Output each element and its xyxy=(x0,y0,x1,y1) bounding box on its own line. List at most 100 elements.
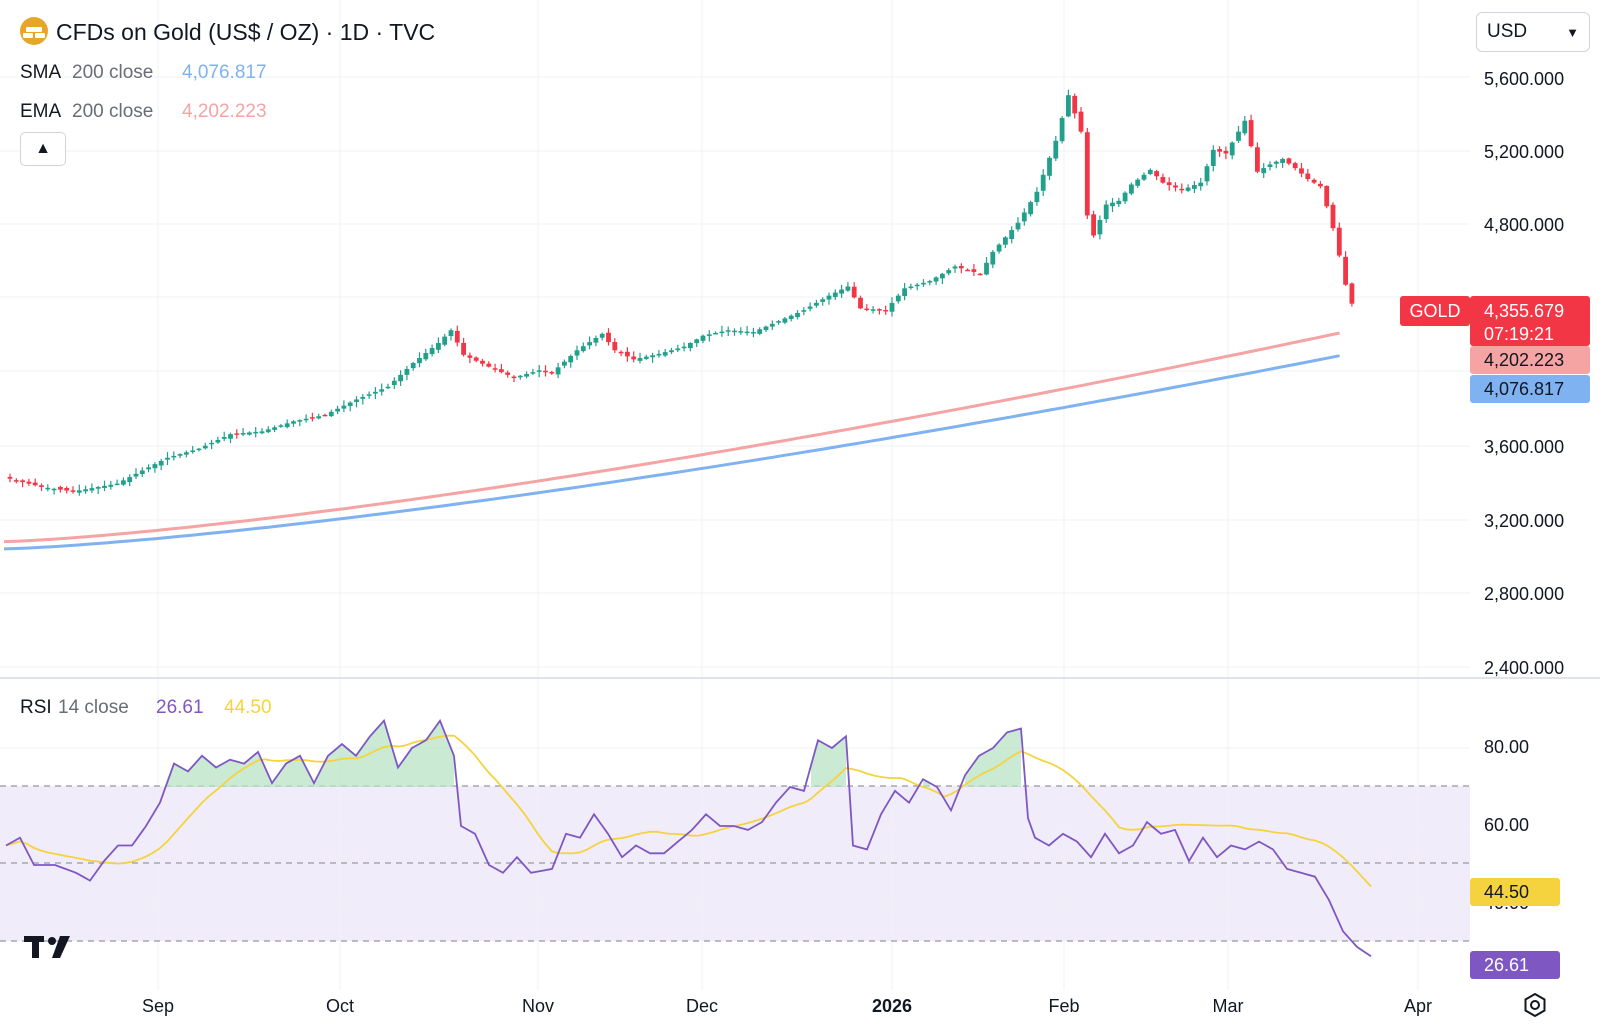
candle[interactable] xyxy=(694,339,700,344)
candle[interactable] xyxy=(473,357,479,361)
candle[interactable] xyxy=(253,431,259,434)
candle[interactable] xyxy=(45,487,51,490)
candle[interactable] xyxy=(757,329,763,334)
candle[interactable] xyxy=(165,457,170,460)
candle[interactable] xyxy=(744,331,750,334)
candle[interactable] xyxy=(1040,174,1046,191)
candle[interactable] xyxy=(133,473,139,477)
candle[interactable] xyxy=(536,370,542,372)
candle[interactable] xyxy=(826,295,832,300)
candle[interactable] xyxy=(486,363,492,367)
candle[interactable] xyxy=(1173,185,1178,188)
candle[interactable] xyxy=(656,353,662,356)
candle[interactable] xyxy=(177,454,183,456)
candle[interactable] xyxy=(562,361,567,366)
candle[interactable] xyxy=(524,373,529,377)
candle[interactable] xyxy=(1047,157,1052,176)
candle[interactable] xyxy=(391,380,397,385)
candle[interactable] xyxy=(1059,117,1065,142)
candle[interactable] xyxy=(933,277,939,282)
candle[interactable] xyxy=(492,368,498,370)
candle[interactable] xyxy=(587,342,592,346)
candle[interactable] xyxy=(820,299,826,302)
candle[interactable] xyxy=(1229,142,1235,156)
candle[interactable] xyxy=(1299,168,1304,174)
candle[interactable] xyxy=(64,487,70,491)
candle[interactable] xyxy=(1078,111,1084,132)
candle[interactable] xyxy=(713,332,718,335)
candle[interactable] xyxy=(417,358,422,364)
candle[interactable] xyxy=(499,369,504,373)
candle[interactable] xyxy=(801,310,807,312)
candle[interactable] xyxy=(977,273,983,276)
candle[interactable] xyxy=(1103,204,1109,220)
candle[interactable] xyxy=(549,372,555,374)
candle[interactable] xyxy=(1198,182,1204,187)
ema-legend-name[interactable]: EMA xyxy=(20,101,62,122)
candle[interactable] xyxy=(347,402,353,406)
candle[interactable] xyxy=(788,315,794,320)
candle[interactable] xyxy=(517,375,523,378)
candle[interactable] xyxy=(1084,132,1090,216)
candle[interactable] xyxy=(996,244,1002,252)
candle[interactable] xyxy=(940,273,945,279)
candle[interactable] xyxy=(719,331,725,334)
candle[interactable] xyxy=(1053,140,1059,159)
candle[interactable] xyxy=(240,432,246,435)
candle[interactable] xyxy=(247,432,252,435)
candle[interactable] xyxy=(1147,169,1153,175)
candle[interactable] xyxy=(1223,150,1229,154)
candle[interactable] xyxy=(971,269,977,272)
candle[interactable] xyxy=(1091,214,1096,236)
candle[interactable] xyxy=(606,332,611,343)
candle[interactable] xyxy=(958,265,964,269)
candle[interactable] xyxy=(39,485,44,487)
candle[interactable] xyxy=(914,284,920,287)
candle[interactable] xyxy=(1192,185,1197,189)
candle[interactable] xyxy=(1330,204,1336,229)
candle[interactable] xyxy=(612,341,618,351)
candle[interactable] xyxy=(221,437,227,439)
candle[interactable] xyxy=(1273,161,1279,164)
candle[interactable] xyxy=(272,427,277,430)
candle[interactable] xyxy=(32,482,38,486)
candle[interactable] xyxy=(335,408,340,412)
candle[interactable] xyxy=(1204,166,1210,182)
candle[interactable] xyxy=(1066,95,1071,117)
candle[interactable] xyxy=(1021,212,1027,222)
candle[interactable] xyxy=(436,342,441,350)
candle[interactable] xyxy=(851,286,857,298)
candle[interactable] xyxy=(795,312,800,318)
candle[interactable] xyxy=(662,352,668,356)
time-axis[interactable]: Sep Oct Nov Dec 2026 Feb Mar Apr xyxy=(142,996,1432,1016)
candle[interactable] xyxy=(259,431,265,434)
candle[interactable] xyxy=(20,480,25,483)
candle[interactable] xyxy=(442,336,448,345)
candle[interactable] xyxy=(379,389,385,392)
candle[interactable] xyxy=(322,414,328,417)
candle[interactable] xyxy=(782,318,788,323)
currency-select[interactable]: USD ▼ xyxy=(1476,12,1590,52)
candle[interactable] xyxy=(310,417,315,419)
candle[interactable] xyxy=(738,331,744,333)
candle[interactable] xyxy=(366,394,372,396)
candle[interactable] xyxy=(543,370,548,373)
candle[interactable] xyxy=(990,251,996,265)
candle[interactable] xyxy=(530,372,536,374)
candle[interactable] xyxy=(1009,230,1015,240)
candle[interactable] xyxy=(700,335,706,341)
candle[interactable] xyxy=(76,490,82,493)
candle[interactable] xyxy=(398,374,403,382)
candle[interactable] xyxy=(1217,149,1222,152)
candle[interactable] xyxy=(725,330,731,332)
candle[interactable] xyxy=(234,433,240,435)
candle[interactable] xyxy=(593,337,599,343)
candle[interactable] xyxy=(1280,158,1285,163)
candle[interactable] xyxy=(965,269,970,272)
candle[interactable] xyxy=(832,292,838,298)
candle[interactable] xyxy=(1185,187,1191,191)
candle[interactable] xyxy=(316,416,322,419)
candle[interactable] xyxy=(265,429,271,433)
candle[interactable] xyxy=(1267,164,1273,167)
candle[interactable] xyxy=(13,480,19,482)
